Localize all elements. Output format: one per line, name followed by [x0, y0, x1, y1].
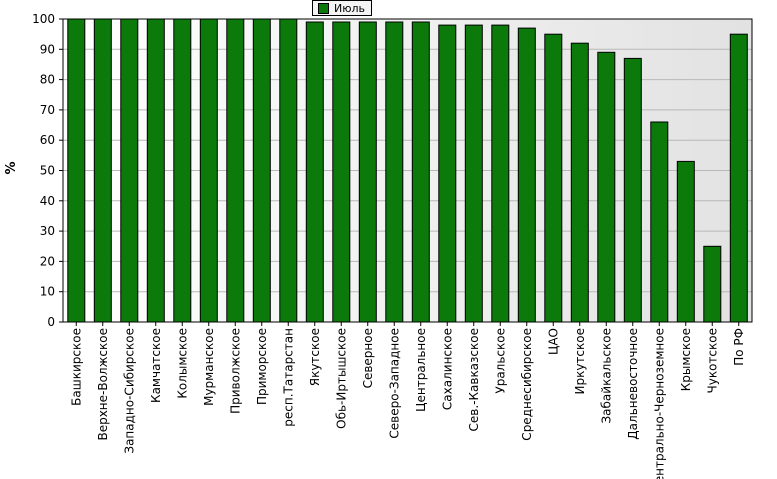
- y-tick-label: 10: [40, 285, 55, 299]
- bar: [279, 18, 298, 323]
- bar: [93, 18, 112, 323]
- bar: [517, 27, 536, 323]
- x-tick-label: Башкирское: [69, 328, 83, 406]
- legend-label: Июль: [334, 1, 366, 15]
- x-tick-label: Забайкальское: [599, 328, 613, 424]
- bar: [385, 21, 404, 323]
- bar: [120, 18, 139, 323]
- y-tick-label: 60: [40, 133, 55, 147]
- bar: [173, 18, 192, 323]
- bar: [438, 24, 457, 323]
- bar: [67, 18, 86, 323]
- x-tick-label: Верхне-Волжское: [96, 328, 110, 441]
- x-tick-label: Чукотское: [705, 328, 719, 393]
- y-tick-label: 70: [40, 103, 55, 117]
- bar: [491, 24, 510, 323]
- y-tick-label: 20: [40, 254, 55, 268]
- chart-legend: Июль: [312, 0, 373, 16]
- bar: [703, 245, 722, 323]
- x-tick-label: Якутское: [308, 328, 322, 386]
- bar: [650, 121, 669, 323]
- x-tick-label: Дальневосточное: [626, 328, 640, 440]
- x-tick-label: респ.Татарстан: [281, 328, 295, 427]
- x-tick-label: Камчатское: [149, 328, 163, 403]
- y-tick-label: 80: [40, 73, 55, 87]
- x-tick-label: По РФ: [732, 328, 746, 366]
- bar: [358, 21, 377, 323]
- bar: [570, 42, 589, 323]
- x-tick-label: Иркутское: [573, 328, 587, 395]
- x-tick-label: Центрально-Черноземное: [652, 328, 666, 479]
- x-tick-label: Центральное: [414, 328, 428, 412]
- bar: [332, 21, 351, 323]
- bar: [226, 18, 245, 323]
- x-tick-label: Западно-Сибирское: [122, 328, 136, 454]
- bar: [464, 24, 483, 323]
- plot-frame: [62, 18, 753, 323]
- y-tick-label: 100: [32, 12, 55, 26]
- bar: [411, 21, 430, 323]
- bar: [146, 18, 165, 323]
- x-tick-label: Приморское: [255, 328, 269, 405]
- y-tick-label: 50: [40, 164, 55, 178]
- bar: [544, 33, 563, 323]
- x-tick-label: Приволжское: [228, 328, 242, 414]
- x-tick-label: Обь-Иртышское: [334, 328, 348, 429]
- x-tick-label: Сахалинское: [440, 328, 454, 410]
- bar: [252, 18, 271, 323]
- y-tick-label: 0: [47, 315, 55, 329]
- bar: [623, 57, 642, 323]
- x-tick-label: Крымское: [679, 328, 693, 391]
- x-tick-label: Мурманское: [202, 328, 216, 406]
- x-tick-label: Сев.-Кавказское: [467, 328, 481, 431]
- x-tick-label: Среднесибирское: [520, 328, 534, 441]
- legend-swatch: [318, 2, 329, 14]
- bar: [199, 18, 218, 323]
- y-tick-label: 40: [40, 194, 55, 208]
- y-tick-label: 30: [40, 224, 55, 238]
- x-tick-label: Северо-Западное: [387, 328, 401, 439]
- x-tick-label: Уральское: [493, 328, 507, 394]
- bar: [729, 33, 748, 323]
- x-tick-label: ЦАО: [546, 328, 560, 355]
- bar: [305, 21, 324, 323]
- x-tick-label: Колымское: [175, 328, 189, 399]
- bar: [597, 51, 616, 323]
- y-tick-label: 90: [40, 42, 55, 56]
- bar: [676, 160, 695, 323]
- x-tick-label: Северное: [361, 328, 375, 388]
